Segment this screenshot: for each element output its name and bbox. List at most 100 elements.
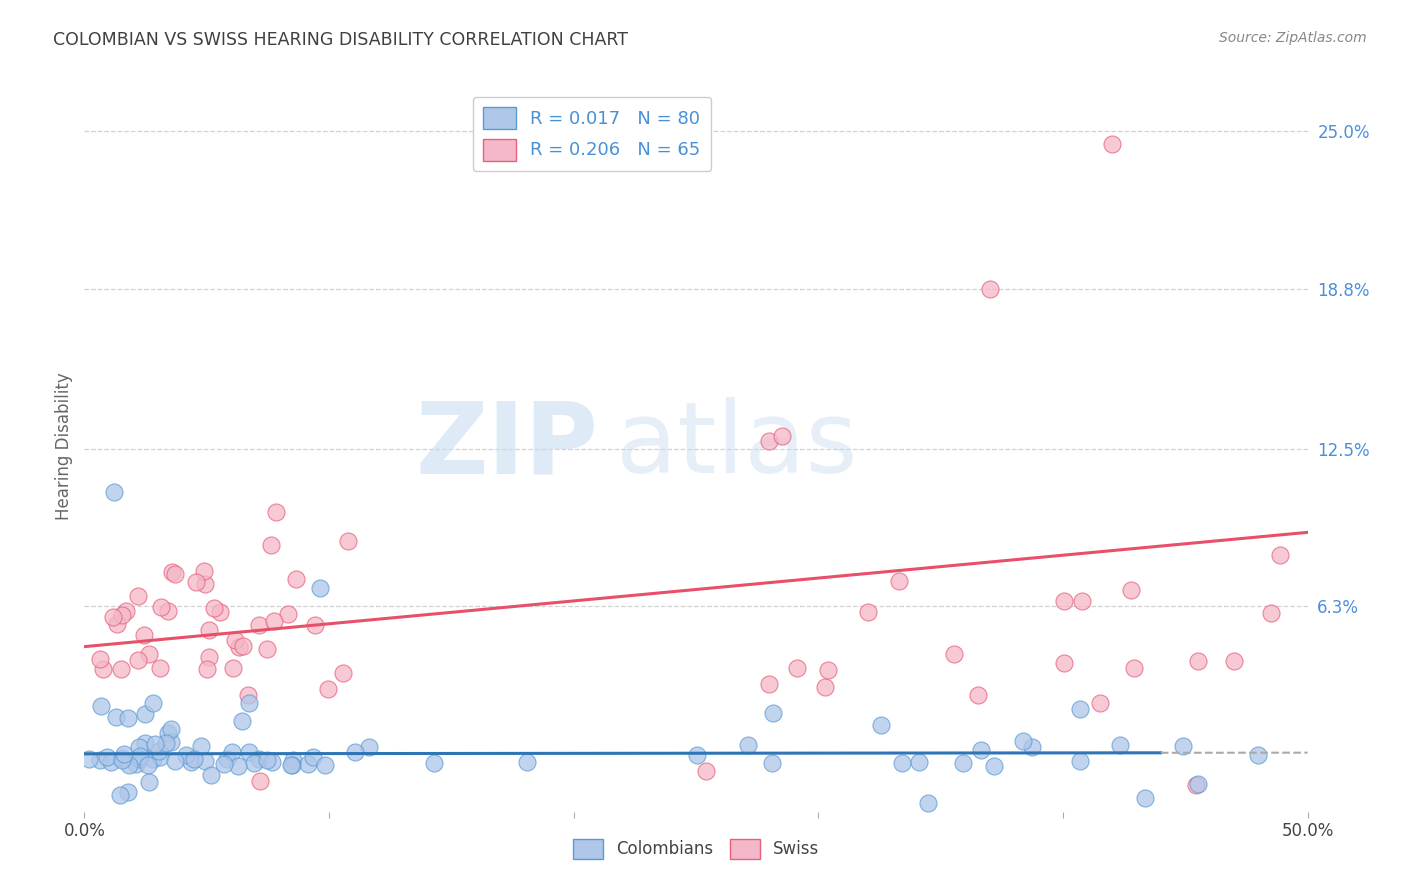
Point [221,745,243,759]
Point [112,747,135,762]
Point [1071,594,1094,608]
Point [249,773,271,788]
Point [96,750,118,764]
Point [157,604,180,618]
Point [309,581,332,595]
Point [263,614,285,628]
Point [277,607,299,621]
Point [238,745,260,759]
Point [359,739,381,754]
Point [243,756,266,770]
Point [695,764,717,779]
Point [1069,701,1091,715]
Point [183,752,205,766]
Point [1069,754,1091,768]
Point [870,718,893,732]
Point [1119,582,1142,597]
Point [101,609,124,624]
Point [284,572,307,586]
Point [128,752,150,766]
Point [160,735,183,749]
Point [256,753,278,767]
Point [125,757,148,772]
Point [111,751,134,765]
Point [117,711,139,725]
Point [423,756,446,770]
Point [232,639,254,653]
Point [917,796,939,810]
Point [224,633,246,648]
Point [262,755,284,769]
Point [111,753,134,767]
Point [891,756,914,770]
Point [184,575,207,590]
Point [758,676,780,690]
Point [1021,739,1043,754]
Point [1260,607,1282,621]
Point [194,577,217,591]
Point [247,618,270,632]
Point [281,752,304,766]
Point [118,758,141,772]
Point [157,726,180,740]
Point [200,768,222,782]
Text: Source: ZipAtlas.com: Source: ZipAtlas.com [1219,31,1367,45]
Point [114,604,136,618]
Point [132,628,155,642]
Point [238,688,260,702]
Point [160,565,183,579]
Point [197,623,219,637]
Point [280,757,302,772]
Legend: Colombians, Swiss: Colombians, Swiss [567,832,825,865]
Point [174,748,197,763]
Point [141,752,163,766]
Point [247,752,270,766]
Point [314,757,336,772]
Point [221,660,243,674]
Point [155,736,177,750]
Point [983,758,1005,772]
Point [758,434,780,448]
Point [142,696,165,710]
Point [685,748,707,763]
Point [1133,791,1156,805]
Point [770,429,793,443]
Point [1270,549,1292,563]
Point [145,737,167,751]
Point [193,755,215,769]
Point [163,754,186,768]
Point [908,755,931,769]
Point [762,706,785,720]
Point [128,739,150,754]
Point [215,752,238,766]
Point [516,755,538,769]
Point [111,607,134,622]
Point [1223,653,1246,667]
Point [138,775,160,789]
Point [238,696,260,710]
Text: ZIP: ZIP [415,398,598,494]
Point [127,653,149,667]
Point [148,744,170,758]
Text: atlas: atlas [616,398,858,494]
Point [952,756,974,770]
Point [1173,739,1195,753]
Point [149,660,172,674]
Point [786,661,808,675]
Point [103,484,125,499]
Point [212,757,235,772]
Point [100,755,122,769]
Point [127,589,149,603]
Point [149,750,172,764]
Point [231,714,253,729]
Point [117,785,139,799]
Point [89,753,111,767]
Point [817,663,839,677]
Point [814,680,837,694]
Point [1101,136,1123,151]
Point [1088,696,1111,710]
Point [297,756,319,771]
Point [1185,778,1208,792]
Point [318,681,340,696]
Point [163,567,186,582]
